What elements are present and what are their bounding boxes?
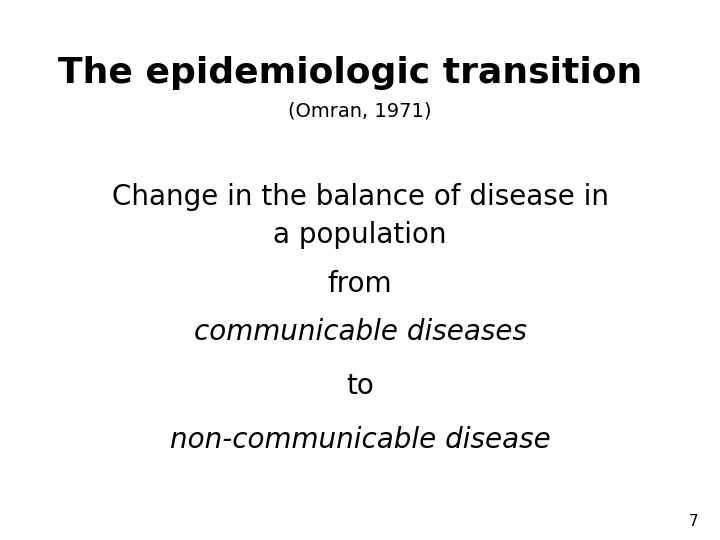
Text: 7: 7 bbox=[689, 514, 698, 529]
Text: to: to bbox=[346, 372, 374, 400]
Text: The epidemiologic transition: The epidemiologic transition bbox=[58, 56, 642, 90]
Text: (Omran, 1971): (Omran, 1971) bbox=[288, 101, 432, 120]
Text: communicable diseases: communicable diseases bbox=[194, 318, 526, 346]
Text: Change in the balance of disease in: Change in the balance of disease in bbox=[112, 183, 608, 211]
Text: from: from bbox=[328, 269, 392, 298]
Text: a population: a population bbox=[274, 221, 446, 249]
Text: non-communicable disease: non-communicable disease bbox=[170, 426, 550, 454]
